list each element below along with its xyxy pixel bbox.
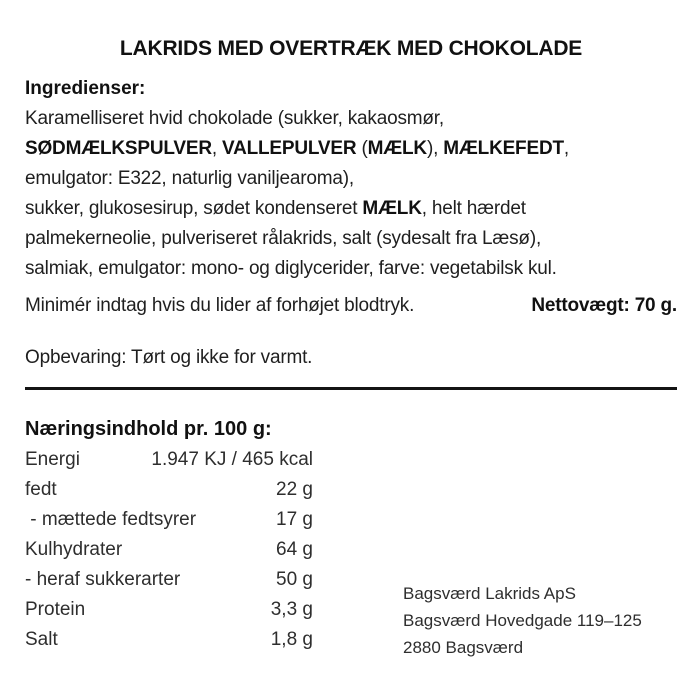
warning-row: Minimér indtag hvis du lider af forhøjet…	[25, 291, 677, 321]
net-weight: Nettovægt: 70 g.	[531, 295, 677, 316]
nutrition-row-fat: fedt 22 g	[25, 475, 313, 505]
storage-instructions: Opbevaring: Tørt og ikke for varmt.	[25, 347, 313, 368]
ingredients-line: emulgator: E322, naturlig vaniljearoma),	[25, 168, 354, 189]
nutrition-row-protein: Protein 3,3 g	[25, 595, 313, 625]
divider-rule	[25, 387, 677, 390]
nutrient-value: 1.947 KJ / 465 kcal	[151, 449, 313, 470]
ingredients-section: Ingredienser: Karamelliseret hvid chokol…	[25, 74, 677, 284]
ingredients-line: palmekerneolie, pulveriseret rålakrids, …	[25, 228, 542, 249]
nutrition-row-salt: Salt 1,8 g	[25, 625, 313, 655]
ingredients-heading: Ingredienser:	[25, 78, 146, 99]
address-line-city: 2880 Bagsværd	[403, 638, 524, 657]
nutrition-heading: Næringsindhold pr. 100 g:	[25, 418, 272, 440]
nutrition-section: Næringsindhold pr. 100 g: Energi 1.947 K…	[25, 413, 313, 655]
nutrient-name: Salt	[25, 629, 58, 650]
nutrient-name: - heraf sukkerarter	[25, 569, 181, 590]
manufacturer-address: Bagsværd Lakrids ApS Bagsværd Hovedgade …	[403, 580, 642, 661]
nutrition-row-saturated-fat: - mættede fedtsyrer 17 g	[25, 505, 313, 535]
address-line-street: Bagsværd Hovedgade 119–125	[403, 611, 642, 630]
health-warning-text: Minimér indtag hvis du lider af forhøjet…	[25, 295, 415, 316]
nutrient-name: fedt	[25, 479, 57, 500]
ingredients-line: sukker, glukosesirup, sødet kondenseret …	[25, 198, 526, 219]
ingredients-line: Karamelliseret hvid chokolade (sukker, k…	[25, 108, 444, 129]
nutrient-value: 22 g	[276, 479, 313, 500]
ingredients-line: SØDMÆLKSPULVER, VALLEPULVER (MÆLK), MÆLK…	[25, 138, 569, 159]
nutrient-name: Energi	[25, 449, 80, 470]
ingredients-line: salmiak, emulgator: mono- og diglyceride…	[25, 258, 557, 279]
nutrition-row-sugars: - heraf sukkerarter 50 g	[25, 565, 313, 595]
product-title: LAKRIDS MED OVERTRÆK MED CHOKOLADE	[119, 37, 583, 60]
address-line-company: Bagsværd Lakrids ApS	[403, 584, 576, 603]
nutrient-name: - mættede fedtsyrer	[25, 509, 197, 530]
nutrient-value: 3,3 g	[270, 599, 313, 620]
nutrient-value: 17 g	[276, 509, 313, 530]
nutrition-row-carbohydrates: Kulhydrater 64 g	[25, 535, 313, 565]
nutrient-name: Protein	[25, 599, 86, 620]
nutrition-row-energy: Energi 1.947 KJ / 465 kcal	[25, 445, 313, 475]
nutrient-value: 1,8 g	[270, 629, 313, 650]
nutrient-name: Kulhydrater	[25, 539, 123, 560]
nutrient-value: 50 g	[276, 569, 313, 590]
nutrient-value: 64 g	[276, 539, 313, 560]
